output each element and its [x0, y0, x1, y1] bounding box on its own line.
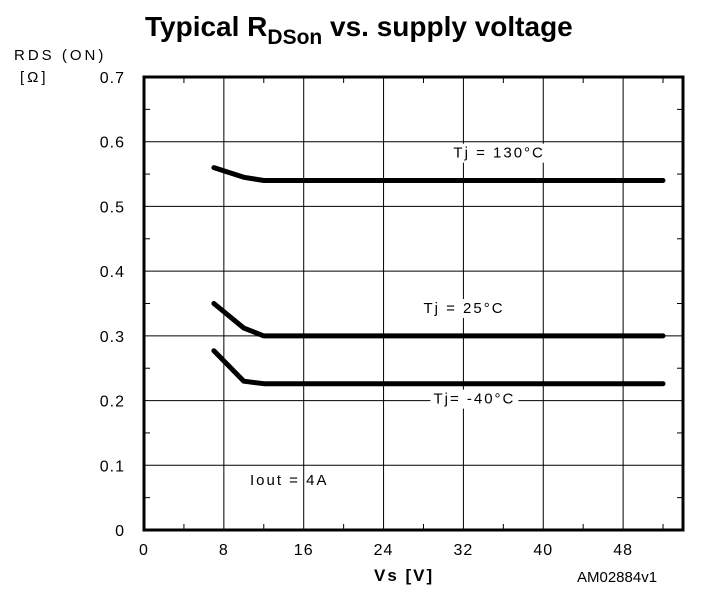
series-line-2 — [211, 348, 666, 387]
series-label-bg — [430, 389, 519, 409]
x-tick-label: 24 — [374, 542, 394, 559]
y-tick-labels: 0 0.1 0.2 0.3 0.4 0.5 0.6 0.7 — [100, 70, 125, 540]
x-tick-label: 16 — [294, 542, 314, 559]
minor-ticks — [144, 77, 683, 530]
y-axis-unit: [Ω] — [20, 69, 49, 86]
series-label-bg — [420, 299, 508, 319]
series-label-2: Tj= -40°C — [433, 391, 515, 408]
series-line-0 — [211, 165, 666, 183]
y-tick-label: 0.2 — [100, 394, 125, 411]
y-tick-label: 0.7 — [100, 70, 125, 87]
figure-code: AM02884v1 — [577, 569, 657, 586]
series-line-1 — [211, 301, 666, 339]
y-tick-label: 0.4 — [100, 264, 125, 281]
series-labels: Tj = 130°C Tj = 25°C Tj= -40°C — [420, 143, 548, 409]
y-tick-label: 0.6 — [100, 135, 125, 152]
y-tick-label: 0 — [115, 523, 125, 540]
plot-frame — [142, 75, 685, 532]
y-tick-label: 0.5 — [100, 199, 125, 216]
x-tick-label: 40 — [533, 542, 553, 559]
series-label-0: Tj = 130°C — [453, 145, 544, 162]
series-label-1: Tj = 25°C — [423, 300, 504, 317]
chart-title-main: Typical R — [145, 11, 267, 42]
x-tick-label: 8 — [219, 542, 229, 559]
x-tick-labels: 0 8 16 24 32 40 48 — [139, 542, 633, 559]
x-tick-label: 0 — [139, 542, 149, 559]
y-tick-label: 0.3 — [100, 329, 125, 346]
chart-title-rest: vs. supply voltage — [322, 11, 573, 42]
chart-title-subscript: DSon — [267, 26, 322, 49]
x-tick-label: 32 — [454, 542, 474, 559]
x-tick-label: 48 — [613, 542, 633, 559]
y-axis-label: RDS (ON) — [14, 47, 106, 64]
series-label-bg — [450, 143, 548, 163]
grid-lines — [144, 77, 683, 530]
data-series — [211, 165, 666, 387]
x-axis-label: Vs [V] — [374, 566, 434, 585]
note-iout: Iout = 4A — [250, 472, 328, 489]
chart-title: Typical RDSon vs. supply voltage — [145, 11, 573, 49]
y-tick-label: 0.1 — [100, 458, 125, 475]
